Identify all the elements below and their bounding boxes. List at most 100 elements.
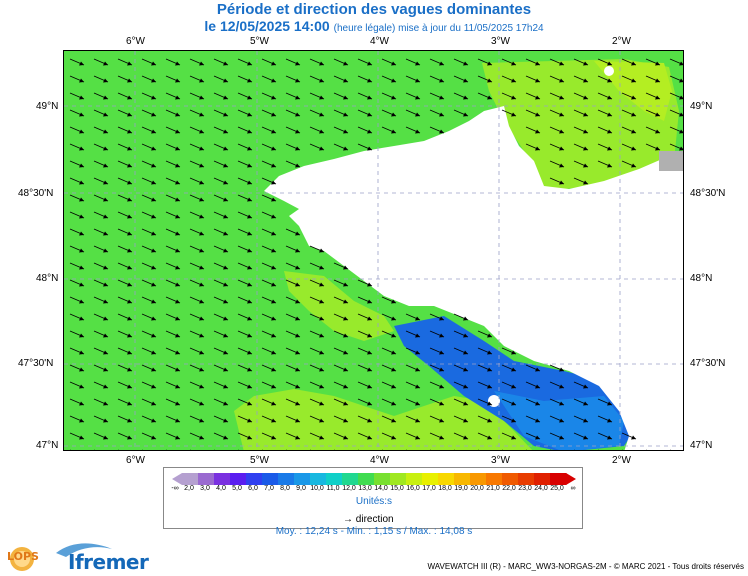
direction-arrow-head xyxy=(367,78,372,83)
direction-arrow-head xyxy=(655,146,660,151)
direction-arrow-head xyxy=(103,95,108,100)
lops-logo-icon xyxy=(10,547,34,571)
direction-arrow-head xyxy=(199,112,204,117)
direction-arrow-head xyxy=(583,61,588,66)
direction-arrow-head xyxy=(319,384,324,389)
direction-arrow-head xyxy=(559,146,564,151)
direction-arrow-head xyxy=(295,299,300,304)
direction-arrow-head xyxy=(247,367,252,372)
direction-arrow-head xyxy=(343,384,348,389)
lat-tick-right-49n: 49°N xyxy=(690,101,713,112)
direction-arrow-head xyxy=(223,299,228,304)
direction-arrow-head xyxy=(79,78,84,83)
direction-arrow-head xyxy=(343,146,348,151)
direction-arrow-head xyxy=(103,78,108,83)
direction-arrow-head xyxy=(439,129,444,134)
direction-arrow-head xyxy=(367,299,372,304)
direction-arrow-head xyxy=(415,129,420,134)
colorbar-tick-label: 5,0 xyxy=(232,485,242,492)
direction-arrow-head xyxy=(439,95,444,100)
direction-arrow-head xyxy=(367,350,372,355)
direction-arrow-head xyxy=(223,333,228,338)
direction-arrow-head xyxy=(343,316,348,321)
colorbar-tick-label: 14,0 xyxy=(374,485,388,492)
direction-arrow-head xyxy=(463,367,468,372)
direction-arrow-head xyxy=(175,129,180,134)
direction-arrow-head xyxy=(583,112,588,117)
direction-arrow-head xyxy=(679,129,683,134)
lat-tick-left-4730n: 47°30'N xyxy=(18,358,54,369)
direction-arrow-head xyxy=(559,61,564,66)
direction-arrow-head xyxy=(487,78,492,83)
direction-arrow xyxy=(94,449,96,450)
direction-arrow-head xyxy=(223,384,228,389)
direction-arrow-head xyxy=(391,401,396,406)
direction-arrow-head xyxy=(439,78,444,83)
lat-tick-left-4830n: 48°30'N xyxy=(18,188,54,199)
direction-arrow-head xyxy=(79,299,84,304)
direction-arrow-head xyxy=(415,435,420,440)
direction-arrow-head xyxy=(127,78,132,83)
direction-arrow-head xyxy=(607,401,612,406)
direction-arrow xyxy=(622,449,624,450)
direction-arrow-head xyxy=(559,401,564,406)
direction-arrow-head xyxy=(79,282,84,287)
direction-arrow-head xyxy=(295,435,300,440)
direction-arrow-head xyxy=(391,129,396,134)
wave-map[interactable] xyxy=(63,50,684,451)
land-grey-corner xyxy=(659,151,683,171)
direction-arrow-head xyxy=(223,95,228,100)
direction-arrow-head xyxy=(79,61,84,66)
direction-arrow xyxy=(598,449,600,450)
direction-arrow-head xyxy=(367,61,372,66)
direction-arrow-head xyxy=(631,78,636,83)
direction-arrow-head xyxy=(439,401,444,406)
direction-arrow-head xyxy=(223,214,228,219)
direction-arrow-head xyxy=(247,197,252,202)
direction-arrow-head xyxy=(295,350,300,355)
direction-arrow-head xyxy=(271,401,276,406)
colorbar-swatch xyxy=(518,473,535,485)
direction-arrow-head xyxy=(439,435,444,440)
direction-arrow-head xyxy=(415,78,420,83)
direction-arrow-head xyxy=(79,163,84,168)
direction-arrow-head xyxy=(127,129,132,134)
direction-arrow-head xyxy=(607,435,612,440)
colorbar-tick-label: 15,0 xyxy=(390,485,404,492)
map-title: Période et direction des vagues dominant… xyxy=(216,1,532,18)
direction-arrow-head xyxy=(583,146,588,151)
direction-arrow-head xyxy=(151,129,156,134)
direction-arrows xyxy=(69,58,683,450)
direction-arrow-head xyxy=(175,112,180,117)
direction-arrow-head xyxy=(511,78,516,83)
direction-arrow-head xyxy=(79,384,84,389)
direction-arrow-head xyxy=(151,282,156,287)
direction-arrow-head xyxy=(247,214,252,219)
direction-arrow-head xyxy=(295,146,300,151)
direction-arrow-head xyxy=(175,350,180,355)
direction-arrow-head xyxy=(79,95,84,100)
direction-arrow-head xyxy=(415,316,420,321)
direction-arrow-head xyxy=(343,282,348,287)
direction-arrow-head xyxy=(367,384,372,389)
direction-arrow-head xyxy=(247,163,252,168)
direction-arrow-head xyxy=(199,282,204,287)
direction-arrow-head xyxy=(103,112,108,117)
colorbar-tick-label: 23,0 xyxy=(518,485,532,492)
direction-arrow-head xyxy=(559,95,564,100)
direction-arrow-head xyxy=(127,112,132,117)
direction-arrow-head xyxy=(559,384,564,389)
direction-arrow-head xyxy=(391,435,396,440)
direction-arrow-head xyxy=(103,265,108,270)
direction-arrow-head xyxy=(103,316,108,321)
direction-arrow-head xyxy=(247,282,252,287)
direction-arrow-head xyxy=(343,112,348,117)
direction-arrow-head xyxy=(391,384,396,389)
direction-arrow-head xyxy=(271,61,276,66)
direction-arrow-head xyxy=(127,197,132,202)
ifremer-wave-icon xyxy=(56,543,112,557)
direction-arrow xyxy=(214,449,216,450)
colorbar-swatch xyxy=(230,473,247,485)
direction-arrow-head xyxy=(511,401,516,406)
direction-arrow-head xyxy=(175,418,180,423)
